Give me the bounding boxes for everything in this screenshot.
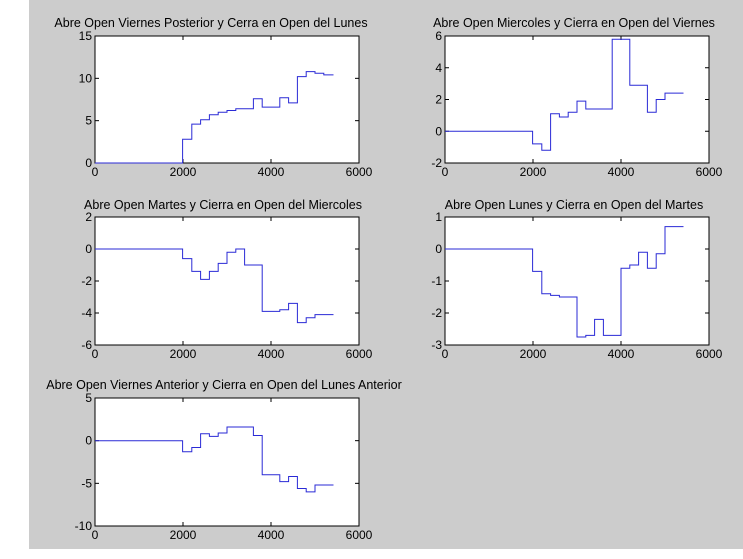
series-line-1 [95, 248, 334, 324]
x-tick-label: 4000 [258, 165, 285, 179]
y-tick-label: -4 [81, 306, 92, 320]
y-tick-label: 2 [435, 93, 442, 107]
y-tick-label: 2 [85, 210, 92, 224]
y-tick-label: 1 [435, 210, 442, 224]
x-tick-label: 6000 [696, 165, 723, 179]
plot-area [94, 35, 360, 164]
y-tick-label: -10 [75, 519, 93, 533]
y-tick-label: -2 [431, 156, 442, 170]
x-tick-label: 2000 [520, 347, 547, 361]
y-tick-label: 4 [435, 61, 442, 75]
x-tick-label: 0 [442, 347, 449, 361]
plot-area [94, 216, 360, 346]
x-tick-label: 4000 [608, 165, 635, 179]
x-tick-label: 6000 [346, 347, 373, 361]
plot-area [94, 397, 360, 527]
subplot-title: Abre Open Viernes Anterior y Cierra en O… [46, 378, 402, 392]
y-tick-label: -3 [431, 338, 442, 352]
y-tick-label: 0 [85, 434, 92, 448]
plot-area [444, 35, 710, 164]
y-tick-label: 0 [435, 124, 442, 138]
y-tick-label: -6 [81, 338, 92, 352]
subplot-title: Abre Open Miercoles y Cierra en Open del… [433, 16, 715, 30]
y-tick-label: 15 [79, 29, 93, 43]
y-tick-label: 6 [435, 29, 442, 43]
y-tick-label: 10 [79, 71, 93, 85]
y-tick-label: -2 [431, 306, 442, 320]
series-line-1 [445, 226, 684, 338]
y-tick-label: -2 [81, 274, 92, 288]
series-line-1 [95, 426, 334, 493]
subplot-title: Abre Open Lunes y Cierra en Open del Mar… [445, 198, 703, 212]
series-line-1 [95, 71, 334, 164]
series-line-1 [445, 38, 684, 151]
x-tick-label: 0 [92, 165, 99, 179]
y-tick-label: 5 [85, 391, 92, 405]
x-tick-label: 6000 [346, 165, 373, 179]
x-tick-label: 4000 [608, 347, 635, 361]
x-tick-label: 6000 [696, 347, 723, 361]
y-tick-label: 0 [85, 242, 92, 256]
x-tick-label: 0 [442, 165, 449, 179]
y-tick-label: -1 [431, 274, 442, 288]
x-tick-label: 6000 [346, 528, 373, 542]
x-tick-label: 0 [92, 347, 99, 361]
x-tick-label: 2000 [520, 165, 547, 179]
subplot-title: Abre Open Viernes Posterior y Cerra en O… [54, 16, 367, 30]
y-tick-label: -5 [81, 476, 92, 490]
x-tick-label: 4000 [258, 347, 285, 361]
y-tick-label: 0 [435, 242, 442, 256]
x-tick-label: 2000 [170, 347, 197, 361]
y-tick-label: 0 [85, 156, 92, 170]
y-tick-label: 5 [85, 114, 92, 128]
x-tick-label: 0 [92, 528, 99, 542]
x-tick-label: 2000 [170, 528, 197, 542]
x-tick-label: 4000 [258, 528, 285, 542]
subplot-title: Abre Open Martes y Cierra en Open del Mi… [84, 198, 362, 212]
x-tick-label: 2000 [170, 165, 197, 179]
